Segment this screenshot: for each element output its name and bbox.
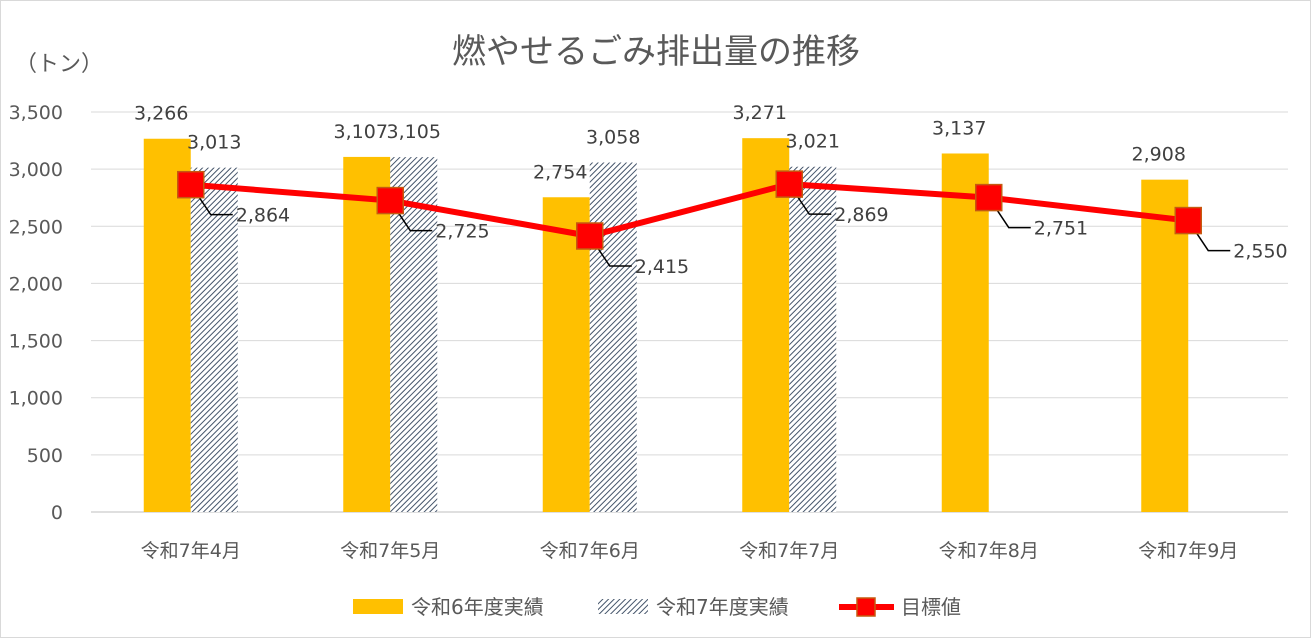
y-tick-label: 1,000 <box>9 388 63 410</box>
y-tick-label: 3,500 <box>9 102 63 124</box>
bar-reiwa7 <box>390 157 438 512</box>
data-label-target: 2,550 <box>1233 241 1287 263</box>
x-category-label: 令和7年9月 <box>1138 540 1238 562</box>
y-tick-label: 2,000 <box>9 273 63 295</box>
y-tick-label: 1,500 <box>9 331 63 353</box>
data-label-target: 2,725 <box>435 221 489 243</box>
target-marker <box>376 186 404 215</box>
target-marker <box>1174 206 1202 235</box>
legend-marker-target <box>856 597 876 617</box>
y-tick-label: 3,000 <box>9 159 63 181</box>
target-marker <box>576 222 604 250</box>
data-label-reiwa6: 2,754 <box>533 161 587 183</box>
data-label-reiwa6: 3,137 <box>932 117 986 139</box>
chart-title: 燃やせるごみ排出量の推移 <box>452 32 860 72</box>
bar-reiwa7 <box>789 166 837 512</box>
x-category-label: 令和7年5月 <box>340 540 440 562</box>
legend-swatch-reiwa7 <box>598 599 648 614</box>
target-series-line <box>190 181 1189 239</box>
bar-reiwa6 <box>941 153 989 512</box>
bars <box>143 138 1189 512</box>
data-label-reiwa7: 3,105 <box>387 121 441 143</box>
target-line <box>177 170 1231 267</box>
x-category-label: 令和7年6月 <box>540 540 640 562</box>
legend: 令和6年度実績 令和7年度実績 目標値 <box>353 595 961 619</box>
x-category-label: 令和7年8月 <box>939 540 1039 562</box>
x-category-label: 令和7年7月 <box>739 540 839 562</box>
target-marker <box>177 170 205 199</box>
data-label-reiwa6: 3,107 <box>334 121 388 143</box>
bar-reiwa6 <box>143 138 191 512</box>
data-label-reiwa7: 3,021 <box>786 131 840 153</box>
y-tick-label: 500 <box>27 445 63 467</box>
legend-label-target: 目標値 <box>901 595 961 619</box>
legend-label-reiwa6: 令和6年度実績 <box>411 595 544 619</box>
y-axis-ticks: 0 500 1,000 1,500 2,000 2,500 3,000 3,500 <box>9 102 63 524</box>
bar-reiwa7 <box>190 167 238 512</box>
x-axis-categories: 令和7年4月 令和7年5月 令和7年6月 令和7年7月 令和7年8月 令和7年9月 <box>141 540 1239 562</box>
bar-reiwa6 <box>742 138 790 512</box>
data-label-reiwa6: 2,908 <box>1132 144 1186 166</box>
legend-label-reiwa7: 令和7年度実績 <box>656 595 789 619</box>
bar-reiwa7 <box>589 162 637 512</box>
gridlines <box>91 111 1288 513</box>
y-tick-label: 0 <box>51 502 63 524</box>
data-label-target: 2,751 <box>1034 218 1088 240</box>
data-label-target: 2,864 <box>236 205 290 227</box>
target-marker <box>775 170 803 198</box>
x-category-label: 令和7年4月 <box>141 540 241 562</box>
data-label-target: 2,869 <box>834 204 888 226</box>
data-label-reiwa7: 3,058 <box>586 127 640 149</box>
y-axis-unit-label: （トン） <box>15 52 103 77</box>
bar-reiwa6 <box>1141 179 1189 512</box>
data-label-target: 2,415 <box>635 256 689 278</box>
y-tick-label: 2,500 <box>9 216 63 238</box>
data-label-reiwa6: 3,271 <box>733 102 787 124</box>
data-label-reiwa7: 3,013 <box>187 132 241 154</box>
bar-reiwa6 <box>343 156 391 512</box>
target-marker <box>975 183 1003 212</box>
legend-swatch-reiwa6 <box>353 599 403 614</box>
data-label-reiwa6: 3,266 <box>134 103 188 125</box>
